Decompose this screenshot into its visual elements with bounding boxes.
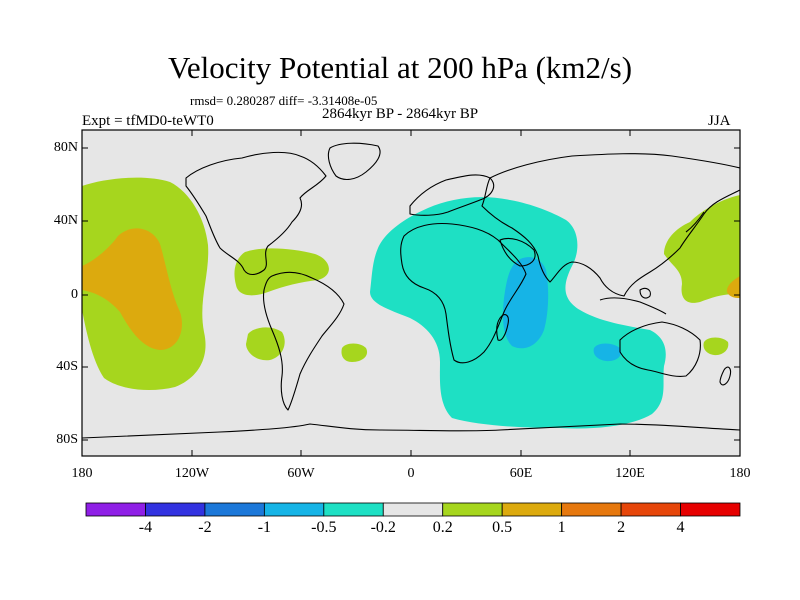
experiment-label: Expt = tfMD0-teWT0 [82,113,214,129]
colorbar-swatch [561,502,622,517]
coast-arabia [499,237,536,267]
coastlines [82,142,740,439]
y-tick-label-40n: 40N [53,213,78,228]
stats-line: rmsd= 0.280287 diff= -3.31408e-05 [190,93,378,108]
region-central-pacific-core [82,228,182,350]
colorbar-label: 4 [676,519,685,536]
coast-indonesia [599,297,667,315]
x-tick-label-60e: 60E [509,466,533,481]
colorbar-swatch [145,502,206,517]
region-west-pacific-core [726,276,740,298]
season-label: JJA [708,113,731,129]
colorbar-label: 1 [557,519,566,536]
y-tick-label-80s: 80S [56,432,78,447]
colorbar-swatch [85,502,146,517]
coast-antarctica [82,423,740,439]
ticks [81,130,741,456]
coast-africa [400,222,527,364]
region-south-america-cell [246,327,285,361]
x-tick-label-60w: 60W [287,466,315,481]
coast-japan [685,211,705,233]
colorbar-swatch [263,502,325,517]
coast-south-america [262,271,345,411]
colorbar-label: -0.5 [311,519,337,536]
colorbar-label: -1 [257,519,272,536]
colorbar-swatch [680,502,741,517]
colorbar-label: 0.5 [492,519,513,536]
colorbar-label: -4 [138,519,153,536]
colorbar-swatch [204,502,265,517]
region-indian-ocean-core [502,257,549,349]
colorbar-label: 2 [617,519,626,536]
contour-fill [82,177,740,429]
coast-madagascar [496,314,509,341]
region-se-indian-core [593,343,622,362]
colorbar [85,502,741,517]
coast-asia [481,153,740,297]
colorbar-label: -0.2 [370,519,396,536]
coast-australia [619,321,701,377]
x-tick-label-120w: 120W [174,466,210,481]
colorbar-swatch [442,502,503,517]
x-tick-label-180e: 180 [729,466,751,481]
region-south-atlantic-cell [341,343,368,362]
colorbar-swatch [323,502,384,517]
colorbar-label: -2 [198,519,212,536]
colorbar-label: 0.2 [432,519,453,536]
x-tick-label-120e: 120E [615,466,645,481]
coast-greenland [327,142,381,181]
plot-title: Velocity Potential at 200 hPa (km2/s) [167,50,633,85]
colorbar-swatch [620,502,681,517]
region-caribbean [234,248,329,296]
period-label: 2864kyr BP - 2864kyr BP [322,106,479,122]
coast-new-zealand [719,366,732,386]
y-tick-label-0: 0 [71,287,78,302]
y-tick-label-40s: 40S [56,359,78,374]
colorbar-swatch [382,502,444,517]
coast-europe [409,174,495,216]
colorbar-swatch [501,502,563,517]
x-tick-label-0: 0 [407,466,415,481]
x-tick-label-180w: 180 [71,466,93,481]
region-west-pacific [664,195,740,303]
region-tasman-cell [703,337,729,356]
coast-north-america [185,151,327,276]
y-tick-label-80n: 80N [53,140,78,155]
coast-indonesia-2 [639,287,651,299]
